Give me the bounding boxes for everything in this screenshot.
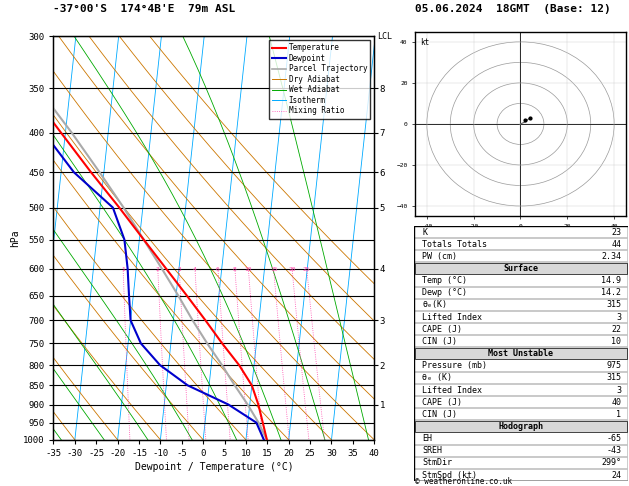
Text: 40: 40 <box>611 398 621 407</box>
Text: StmSpd (kt): StmSpd (kt) <box>423 470 477 480</box>
Text: 3: 3 <box>616 385 621 395</box>
Text: 315: 315 <box>606 300 621 310</box>
Text: 2: 2 <box>156 267 160 272</box>
Text: 4: 4 <box>193 267 197 272</box>
Text: Dewp (°C): Dewp (°C) <box>423 288 467 297</box>
Text: StmDir: StmDir <box>423 458 452 468</box>
Bar <box>415 421 626 432</box>
Text: θₑ (K): θₑ (K) <box>423 373 452 382</box>
X-axis label: Dewpoint / Temperature (°C): Dewpoint / Temperature (°C) <box>135 462 293 472</box>
Text: CIN (J): CIN (J) <box>423 337 457 346</box>
Text: -37°00'S  174°4B'E  79m ASL: -37°00'S 174°4B'E 79m ASL <box>53 4 236 14</box>
Text: EH: EH <box>423 434 432 443</box>
Text: 8: 8 <box>233 267 237 272</box>
Text: Temp (°C): Temp (°C) <box>423 276 467 285</box>
Text: 299°: 299° <box>601 458 621 468</box>
Text: Lifted Index: Lifted Index <box>423 385 482 395</box>
Text: SREH: SREH <box>423 446 442 455</box>
Text: Pressure (mb): Pressure (mb) <box>423 361 487 370</box>
Text: Totals Totals: Totals Totals <box>423 240 487 249</box>
Text: CAPE (J): CAPE (J) <box>423 325 462 334</box>
Text: -43: -43 <box>606 446 621 455</box>
Text: Most Unstable: Most Unstable <box>488 349 554 358</box>
Bar <box>415 348 626 359</box>
Text: CAPE (J): CAPE (J) <box>423 398 462 407</box>
Text: 25: 25 <box>303 267 311 272</box>
Text: 6: 6 <box>216 267 220 272</box>
Text: K: K <box>423 227 428 237</box>
Text: kt: kt <box>420 38 429 47</box>
Text: -65: -65 <box>606 434 621 443</box>
Text: 14.2: 14.2 <box>601 288 621 297</box>
Text: 10: 10 <box>245 267 252 272</box>
Y-axis label: hPa: hPa <box>10 229 20 247</box>
Text: 24: 24 <box>611 470 621 480</box>
Text: 14.9: 14.9 <box>601 276 621 285</box>
Text: Surface: Surface <box>503 264 538 273</box>
Text: 20: 20 <box>288 267 296 272</box>
Text: 975: 975 <box>606 361 621 370</box>
Text: 1: 1 <box>616 410 621 419</box>
Text: 23: 23 <box>611 227 621 237</box>
Text: 22: 22 <box>611 325 621 334</box>
Text: 3: 3 <box>616 312 621 322</box>
Legend: Temperature, Dewpoint, Parcel Trajectory, Dry Adiabat, Wet Adiabat, Isotherm, Mi: Temperature, Dewpoint, Parcel Trajectory… <box>269 40 370 119</box>
Text: Lifted Index: Lifted Index <box>423 312 482 322</box>
Text: 15: 15 <box>270 267 277 272</box>
Text: 44: 44 <box>611 240 621 249</box>
Text: 10: 10 <box>611 337 621 346</box>
Text: Hodograph: Hodograph <box>498 422 543 431</box>
Text: 05.06.2024  18GMT  (Base: 12): 05.06.2024 18GMT (Base: 12) <box>415 4 611 14</box>
Text: 2.34: 2.34 <box>601 252 621 261</box>
Text: © weatheronline.co.uk: © weatheronline.co.uk <box>415 477 512 486</box>
Text: LCL: LCL <box>377 32 392 41</box>
Text: PW (cm): PW (cm) <box>423 252 457 261</box>
Text: CIN (J): CIN (J) <box>423 410 457 419</box>
Text: 315: 315 <box>606 373 621 382</box>
Text: θₑ(K): θₑ(K) <box>423 300 447 310</box>
Text: 3: 3 <box>177 267 181 272</box>
Bar <box>415 263 626 274</box>
Text: 1: 1 <box>121 267 125 272</box>
